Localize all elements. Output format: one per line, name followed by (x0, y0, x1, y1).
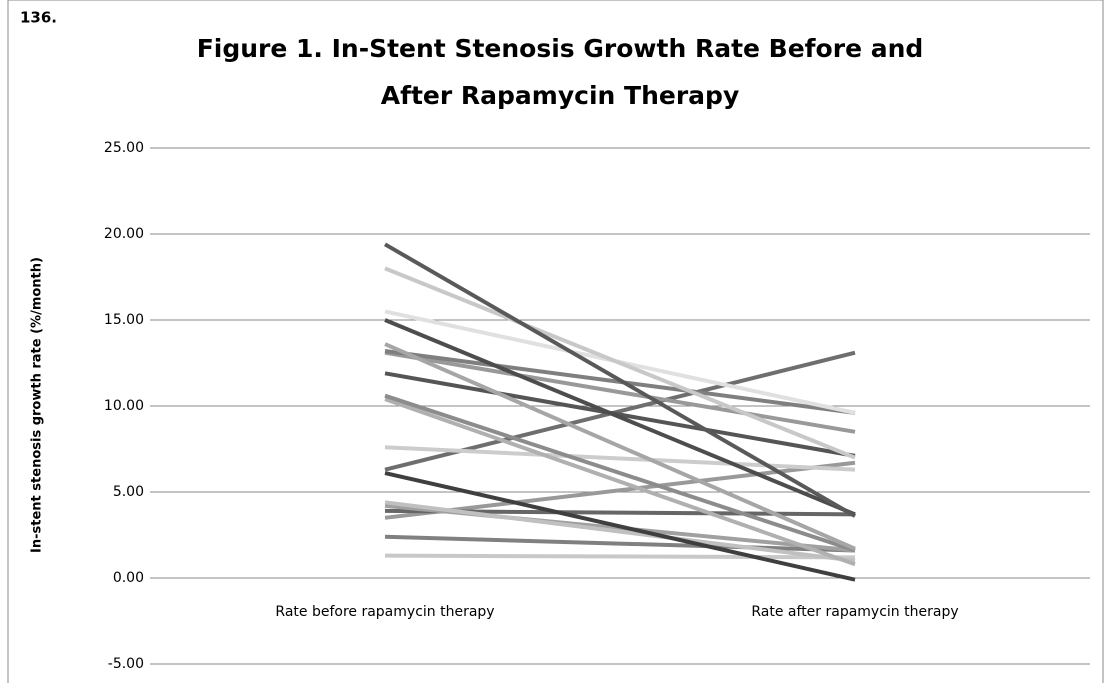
y-tick-label: 20.00 (104, 226, 144, 242)
frame (7, 0, 1104, 683)
x-tick-label: Rate after rapamycin therapy (751, 604, 958, 620)
y-tick-label: 25.00 (104, 140, 144, 156)
series-line (384, 393, 856, 553)
series-line (384, 471, 856, 582)
series-line (384, 500, 856, 563)
y-tick-label: 15.00 (104, 312, 144, 328)
y-tick-label: -5.00 (108, 656, 144, 672)
series-line (384, 342, 856, 551)
chart-title: After Rapamycin Therapy (381, 81, 739, 110)
y-axis-label: In-stent stenosis growth rate (%/month) (30, 257, 45, 553)
series-line (384, 397, 856, 567)
series-line (384, 318, 856, 517)
series-line (384, 534, 856, 553)
series-line (384, 350, 856, 434)
x-tick-label: Rate before rapamycin therapy (275, 604, 494, 620)
figure-number: 136. (20, 9, 57, 27)
series-line (383, 242, 857, 518)
series-line (384, 553, 856, 560)
y-tick-label: 0.00 (113, 570, 144, 586)
chart-title: Figure 1. In-Stent Stenosis Growth Rate … (197, 34, 924, 63)
series-line (384, 445, 856, 472)
y-tick-label: 5.00 (113, 484, 144, 500)
y-tick-label: 10.00 (104, 398, 144, 414)
series-line (384, 371, 856, 458)
series-line (384, 266, 856, 460)
